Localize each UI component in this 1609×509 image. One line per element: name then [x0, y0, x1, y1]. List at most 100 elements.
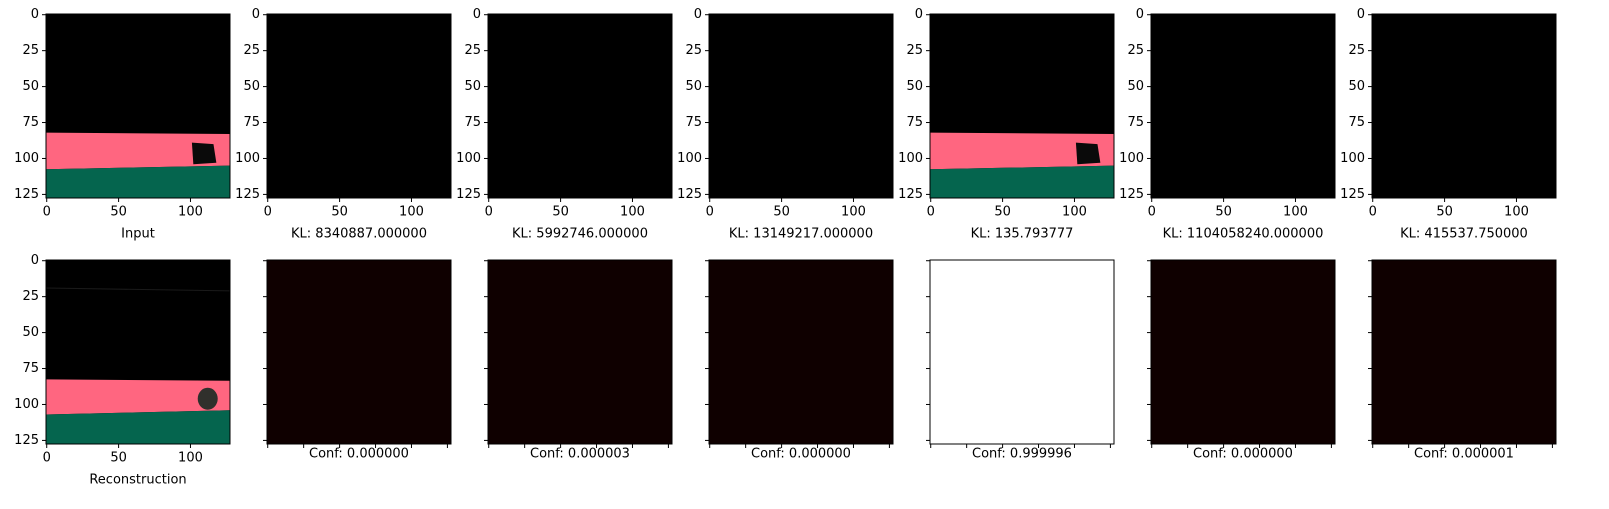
x-tick-label: 50 [773, 205, 790, 220]
axes-frame [929, 259, 1115, 445]
x-axis-label: KL: 415537.750000 [1400, 227, 1528, 242]
x-tick-label: 0 [706, 205, 714, 220]
axes-frame [487, 13, 673, 199]
image [1372, 260, 1556, 444]
image [709, 260, 893, 444]
x-axis-label: Conf: 0.999996 [972, 447, 1072, 462]
x-tick-label: 0 [927, 205, 935, 220]
y-tick-label: 25 [464, 43, 481, 58]
y-tick-label: 0 [1136, 7, 1144, 22]
x-axis-label: KL: 5992746.000000 [512, 227, 648, 242]
image-region [197, 387, 218, 410]
y-tick-label: 100 [14, 151, 39, 166]
y-tick-label: 25 [22, 289, 39, 304]
image [1372, 14, 1556, 198]
y-tick-label: 75 [22, 361, 39, 376]
x-tick-label: 50 [552, 205, 569, 220]
y-tick-label: 50 [464, 79, 481, 94]
y-tick-label: 50 [685, 79, 702, 94]
x-axis-label: Conf: 0.000000 [1193, 447, 1293, 462]
y-tick-label: 0 [1357, 7, 1365, 22]
axes-frame [487, 259, 673, 445]
x-tick-label: 0 [485, 205, 493, 220]
x-tick-label: 0 [1369, 205, 1377, 220]
axes-frame [266, 259, 452, 445]
x-tick-label: 50 [1215, 205, 1232, 220]
image [267, 14, 451, 198]
x-axis-label: KL: 135.793777 [971, 227, 1074, 242]
y-tick-label: 0 [31, 7, 39, 22]
y-tick-label: 125 [235, 187, 260, 202]
y-tick-label: 100 [1340, 151, 1365, 166]
image-region [46, 379, 230, 415]
y-tick-label: 0 [31, 253, 39, 268]
image-region [930, 165, 1114, 198]
y-tick-label: 75 [1127, 115, 1144, 130]
x-tick-label: 50 [994, 205, 1011, 220]
y-tick-label: 125 [1119, 187, 1144, 202]
y-tick-label: 0 [915, 7, 923, 22]
image-region [46, 132, 230, 170]
y-tick-label: 50 [22, 79, 39, 94]
axes-frame [1150, 13, 1336, 199]
y-tick-label: 125 [456, 187, 481, 202]
y-tick-label: 50 [1348, 79, 1365, 94]
y-tick-label: 25 [906, 43, 923, 58]
y-tick-label: 75 [22, 115, 39, 130]
x-axis-label: Reconstruction [89, 473, 186, 488]
y-tick-label: 25 [1127, 43, 1144, 58]
image-region [1075, 142, 1101, 165]
image-region [46, 410, 230, 444]
image [267, 260, 451, 444]
x-tick-label: 0 [264, 205, 272, 220]
x-tick-label: 100 [399, 205, 424, 220]
y-tick-label: 75 [906, 115, 923, 130]
x-axis-label: Conf: 0.000000 [751, 447, 851, 462]
x-tick-label: 100 [178, 205, 203, 220]
image [488, 260, 672, 444]
image-region [191, 142, 217, 165]
y-tick-label: 25 [243, 43, 260, 58]
image-region [930, 132, 1114, 170]
y-tick-label: 50 [22, 325, 39, 340]
y-tick-label: 50 [906, 79, 923, 94]
y-tick-label: 100 [456, 151, 481, 166]
axes-frame [1371, 259, 1557, 445]
x-tick-label: 100 [841, 205, 866, 220]
y-tick-label: 100 [14, 397, 39, 412]
y-tick-label: 100 [1119, 151, 1144, 166]
axes-frame [708, 13, 894, 199]
x-axis-label: Conf: 0.000003 [530, 447, 630, 462]
y-tick-label: 125 [1340, 187, 1365, 202]
axes-frame [708, 259, 894, 445]
x-tick-label: 0 [43, 451, 51, 466]
y-tick-label: 125 [14, 433, 39, 448]
x-axis-label: KL: 8340887.000000 [291, 227, 427, 242]
image [930, 260, 1114, 444]
x-tick-label: 100 [620, 205, 645, 220]
y-tick-label: 0 [473, 7, 481, 22]
image-region [45, 287, 231, 292]
y-tick-label: 0 [252, 7, 260, 22]
y-tick-label: 75 [685, 115, 702, 130]
x-axis-label: Conf: 0.000000 [309, 447, 409, 462]
x-tick-label: 0 [43, 205, 51, 220]
image [1151, 14, 1335, 198]
x-tick-label: 100 [1283, 205, 1308, 220]
axes-frame [266, 13, 452, 199]
y-tick-label: 50 [1127, 79, 1144, 94]
y-tick-label: 75 [1348, 115, 1365, 130]
y-tick-label: 100 [677, 151, 702, 166]
y-tick-label: 75 [243, 115, 260, 130]
y-tick-label: 25 [685, 43, 702, 58]
axes-frame [1150, 259, 1336, 445]
x-tick-label: 50 [1436, 205, 1453, 220]
axes-frame [45, 259, 231, 445]
image [1151, 260, 1335, 444]
x-axis-label: KL: 1104058240.000000 [1163, 227, 1324, 242]
axes-frame [45, 13, 231, 199]
x-tick-label: 100 [1062, 205, 1087, 220]
y-tick-label: 100 [898, 151, 923, 166]
y-tick-label: 100 [235, 151, 260, 166]
